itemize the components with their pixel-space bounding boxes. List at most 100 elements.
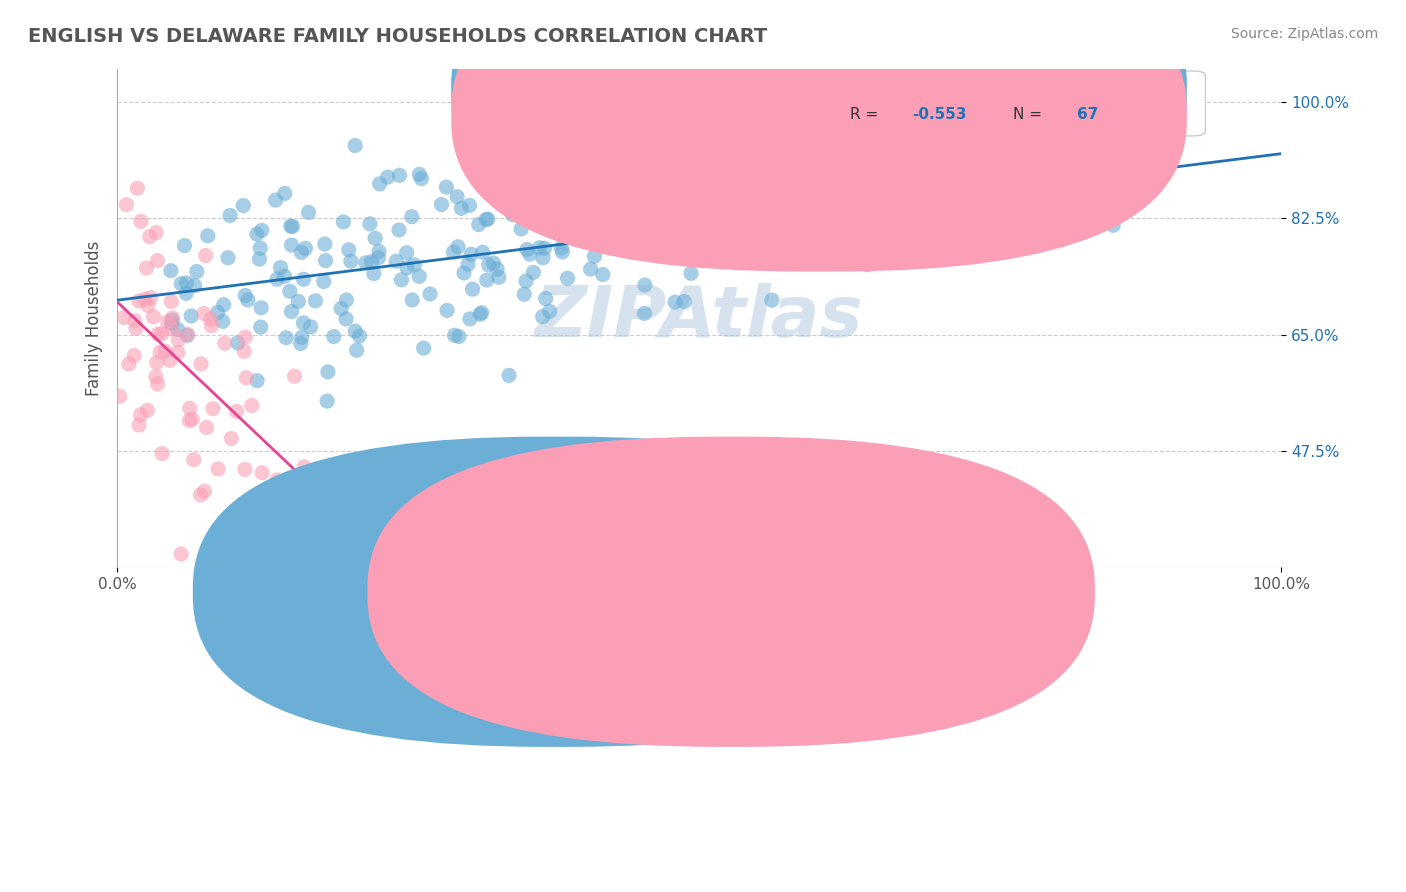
English <box>330 301 353 316</box>
English <box>877 188 900 202</box>
English <box>335 293 357 307</box>
FancyBboxPatch shape <box>451 0 1187 246</box>
Delaware <box>195 420 218 434</box>
Y-axis label: Family Households: Family Households <box>86 240 103 395</box>
Delaware <box>129 408 152 422</box>
Delaware <box>129 214 152 228</box>
Text: ZIPAtlas: ZIPAtlas <box>534 284 863 352</box>
Delaware <box>146 327 169 342</box>
Delaware <box>127 181 149 195</box>
English <box>498 368 520 383</box>
English <box>571 178 593 193</box>
Delaware <box>233 330 256 344</box>
English <box>936 153 959 167</box>
Delaware <box>128 293 150 308</box>
English <box>401 293 423 307</box>
English <box>266 272 288 286</box>
Delaware <box>124 314 146 328</box>
English <box>388 223 411 237</box>
Delaware <box>235 371 257 385</box>
Delaware <box>233 344 256 359</box>
English <box>364 231 387 245</box>
English <box>291 330 314 344</box>
English <box>270 260 292 275</box>
English <box>664 295 686 310</box>
English <box>211 314 233 328</box>
English <box>491 165 513 179</box>
English <box>534 292 557 306</box>
English <box>162 313 184 327</box>
English <box>745 202 768 217</box>
English <box>579 262 602 277</box>
Delaware <box>221 432 243 446</box>
English <box>249 320 271 334</box>
English <box>160 316 183 330</box>
English <box>679 266 702 280</box>
Text: N =: N = <box>1014 82 1042 97</box>
English <box>796 245 818 260</box>
English <box>478 258 501 272</box>
English <box>395 245 418 260</box>
English <box>513 287 536 301</box>
English <box>856 258 879 272</box>
English <box>583 249 606 263</box>
Delaware <box>240 399 263 413</box>
English <box>546 204 568 219</box>
English <box>173 238 195 252</box>
English <box>434 180 457 194</box>
English <box>557 212 579 227</box>
English <box>436 303 458 318</box>
Delaware <box>190 357 212 371</box>
Delaware <box>146 253 169 268</box>
Delaware <box>108 389 131 403</box>
Delaware <box>136 299 159 313</box>
English <box>637 209 659 223</box>
English <box>453 266 475 280</box>
English <box>219 209 242 223</box>
English <box>176 328 198 343</box>
English <box>280 238 302 252</box>
English <box>322 329 344 343</box>
Text: N =: N = <box>1014 107 1042 122</box>
English <box>183 278 205 293</box>
Delaware <box>122 349 145 363</box>
English <box>385 254 408 268</box>
English <box>287 294 309 309</box>
Delaware <box>145 226 167 240</box>
English <box>294 241 316 255</box>
English <box>217 251 239 265</box>
English <box>292 272 315 286</box>
English <box>212 298 235 312</box>
English <box>250 223 273 237</box>
Delaware <box>283 369 305 384</box>
English <box>299 319 322 334</box>
English <box>246 227 269 241</box>
Delaware <box>250 466 273 480</box>
English <box>588 233 610 247</box>
English <box>690 145 713 160</box>
English <box>377 170 399 185</box>
Delaware <box>233 462 256 476</box>
English <box>751 95 773 109</box>
English <box>160 263 183 277</box>
English <box>290 336 312 351</box>
English <box>447 329 470 343</box>
Delaware <box>200 318 222 333</box>
English <box>396 260 419 275</box>
Delaware <box>224 524 246 538</box>
English <box>280 304 302 318</box>
English <box>665 242 688 256</box>
English <box>531 251 554 265</box>
English <box>281 219 304 234</box>
English <box>709 185 731 199</box>
English <box>522 265 544 279</box>
Delaware <box>160 294 183 309</box>
Delaware <box>162 310 184 325</box>
Delaware <box>298 510 321 524</box>
Delaware <box>179 401 201 416</box>
English <box>659 200 682 214</box>
English <box>633 238 655 252</box>
English <box>280 219 302 234</box>
English <box>516 243 538 257</box>
English <box>685 230 707 244</box>
